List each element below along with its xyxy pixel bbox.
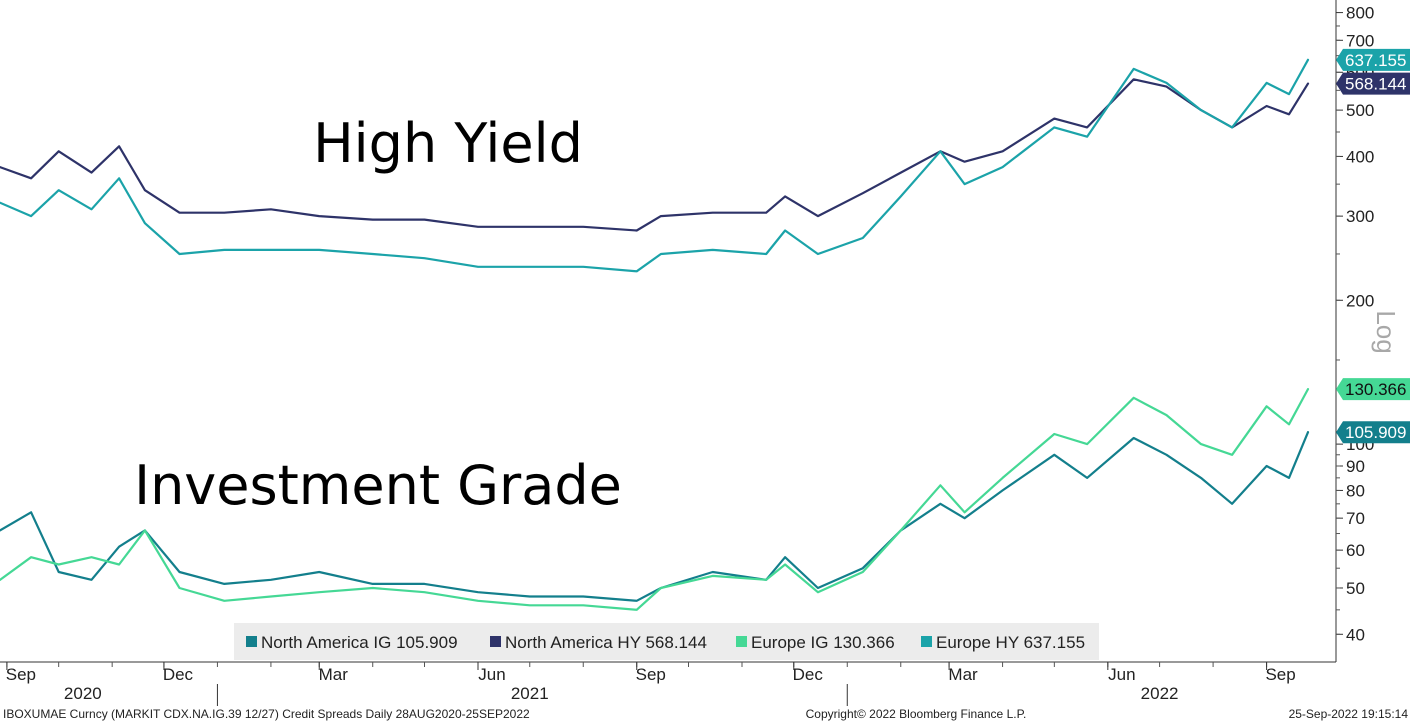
- y-tick-label: 800: [1346, 4, 1374, 23]
- last-value-badge: [1336, 72, 1410, 95]
- x-tick-label: Mar: [319, 665, 349, 684]
- y-tick-label: 400: [1346, 147, 1374, 166]
- annotation-high-yield: High Yield: [313, 112, 583, 175]
- last-value-badge-text: 637.155: [1345, 51, 1406, 70]
- y-tick-label: 700: [1346, 31, 1374, 50]
- series-line-europe-ig: [0, 388, 1310, 611]
- footer-timestamp: 25-Sep-2022 19:15:14: [1289, 707, 1409, 721]
- log-scale-label: Log: [1371, 310, 1401, 353]
- y-tick-label: 50: [1346, 579, 1365, 598]
- annotation-investment-grade: Investment Grade: [134, 454, 622, 517]
- series-line-north-america-ig: [0, 431, 1310, 602]
- y-tick-label: 500: [1346, 101, 1374, 120]
- y-tick-label: 70: [1346, 509, 1365, 528]
- y-axis: 800700600500400300200100908070605040: [1336, 4, 1374, 644]
- x-tick-label: Dec: [793, 665, 824, 684]
- x-axis: Sep Dec Mar Jun Sep Dec Mar Jun Sep 2020 2021 2022: [6, 662, 1296, 706]
- x-year-label: 2022: [1141, 684, 1179, 703]
- y-tick-label: 40: [1346, 625, 1365, 644]
- footer-source: IBOXUMAE Curncy (MARKIT CDX.NA.IG.39 12/…: [3, 707, 530, 721]
- legend-swatch-na-hy: [490, 636, 501, 647]
- series-line-north-america-hy: [0, 78, 1310, 232]
- last-value-badge-text: 105.909: [1345, 423, 1406, 442]
- x-tick-label: Mar: [948, 665, 978, 684]
- y-tick-label: 300: [1346, 207, 1374, 226]
- legend-swatch-eu-hy: [921, 636, 932, 647]
- legend-label-na-ig: North America IG 105.909: [261, 633, 458, 652]
- legend-background: [234, 623, 1099, 660]
- last-value-badge: [1336, 421, 1410, 444]
- legend-label-eu-hy: Europe HY 637.155: [936, 633, 1085, 652]
- last-value-badges: 637.155 568.144 130.366 105.909: [1336, 48, 1410, 444]
- x-tick-label: Sep: [6, 665, 36, 684]
- x-tick-label: Sep: [636, 665, 666, 684]
- series-lines: [0, 58, 1310, 611]
- last-value-badge-text: 568.144: [1345, 75, 1406, 94]
- legend-label-eu-ig: Europe IG 130.366: [751, 633, 895, 652]
- y-tick-label: 90: [1346, 457, 1365, 476]
- x-year-label: 2021: [511, 684, 549, 703]
- last-value-badge: [1336, 48, 1410, 71]
- last-value-badge: [1336, 378, 1410, 401]
- x-tick-label: Jun: [478, 665, 505, 684]
- x-tick-label: Sep: [1265, 665, 1295, 684]
- x-tick-label: Jun: [1108, 665, 1135, 684]
- legend-label-na-hy: North America HY 568.144: [505, 633, 707, 652]
- x-year-label: 2020: [64, 684, 102, 703]
- legend-swatch-eu-ig: [736, 636, 747, 647]
- x-tick-label: Dec: [163, 665, 194, 684]
- y-tick-label: 60: [1346, 541, 1365, 560]
- footer-copyright: Copyright© 2022 Bloomberg Finance L.P.: [806, 707, 1027, 721]
- legend: North America IG 105.909 North America H…: [246, 633, 1085, 652]
- series-line-europe-hy: [0, 58, 1310, 273]
- y-tick-label: 80: [1346, 481, 1365, 500]
- legend-swatch-na-ig: [246, 636, 257, 647]
- y-tick-label: 200: [1346, 291, 1374, 310]
- last-value-badge-text: 130.366: [1345, 380, 1406, 399]
